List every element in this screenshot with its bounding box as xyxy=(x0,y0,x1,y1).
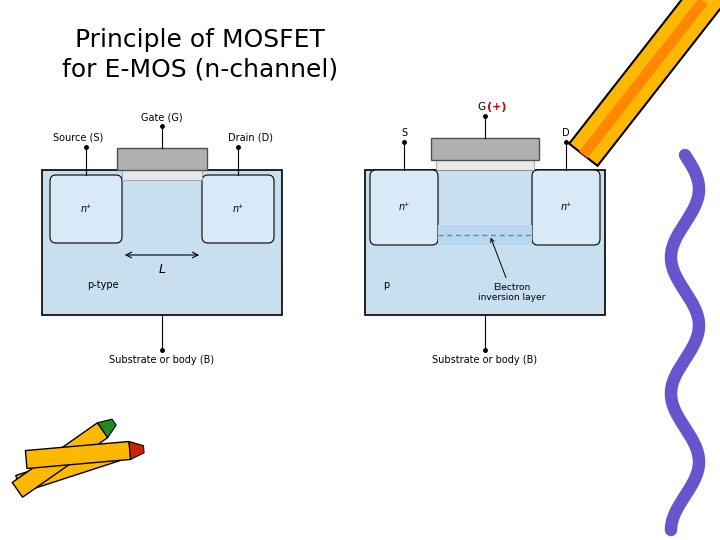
Bar xyxy=(438,225,532,245)
Text: S: S xyxy=(401,128,407,138)
Text: n⁺: n⁺ xyxy=(233,204,243,214)
Bar xyxy=(122,170,202,180)
Text: p-type: p-type xyxy=(87,280,119,290)
Polygon shape xyxy=(97,419,116,437)
Polygon shape xyxy=(114,443,132,461)
FancyBboxPatch shape xyxy=(532,170,600,245)
Bar xyxy=(431,138,539,160)
Bar xyxy=(365,170,605,315)
Bar xyxy=(117,148,207,170)
FancyBboxPatch shape xyxy=(50,175,122,243)
Text: Electron
inversion layer: Electron inversion layer xyxy=(478,239,546,302)
Polygon shape xyxy=(16,443,120,492)
Text: (+): (+) xyxy=(487,102,506,112)
Text: n⁺: n⁺ xyxy=(81,204,91,214)
Text: for E-MOS (n-channel): for E-MOS (n-channel) xyxy=(62,58,338,82)
Text: D: D xyxy=(562,128,570,138)
Text: n⁺: n⁺ xyxy=(398,202,410,213)
Text: L: L xyxy=(158,263,166,276)
Bar xyxy=(436,160,534,170)
Polygon shape xyxy=(129,442,144,460)
Text: Drain (D): Drain (D) xyxy=(228,133,272,143)
Text: Gate (G): Gate (G) xyxy=(141,112,183,122)
Polygon shape xyxy=(25,442,130,469)
FancyBboxPatch shape xyxy=(202,175,274,243)
Text: Substrate or body (B): Substrate or body (B) xyxy=(433,355,538,365)
Text: n⁺: n⁺ xyxy=(560,202,572,213)
Text: p: p xyxy=(383,280,390,290)
Text: Principle of MOSFET: Principle of MOSFET xyxy=(75,28,325,52)
Polygon shape xyxy=(570,0,720,166)
Polygon shape xyxy=(12,423,108,497)
Polygon shape xyxy=(579,0,708,158)
Text: G: G xyxy=(477,102,485,112)
Bar xyxy=(42,170,282,315)
Text: Source (S): Source (S) xyxy=(53,133,103,143)
Text: Substrate or body (B): Substrate or body (B) xyxy=(109,355,215,365)
FancyBboxPatch shape xyxy=(370,170,438,245)
